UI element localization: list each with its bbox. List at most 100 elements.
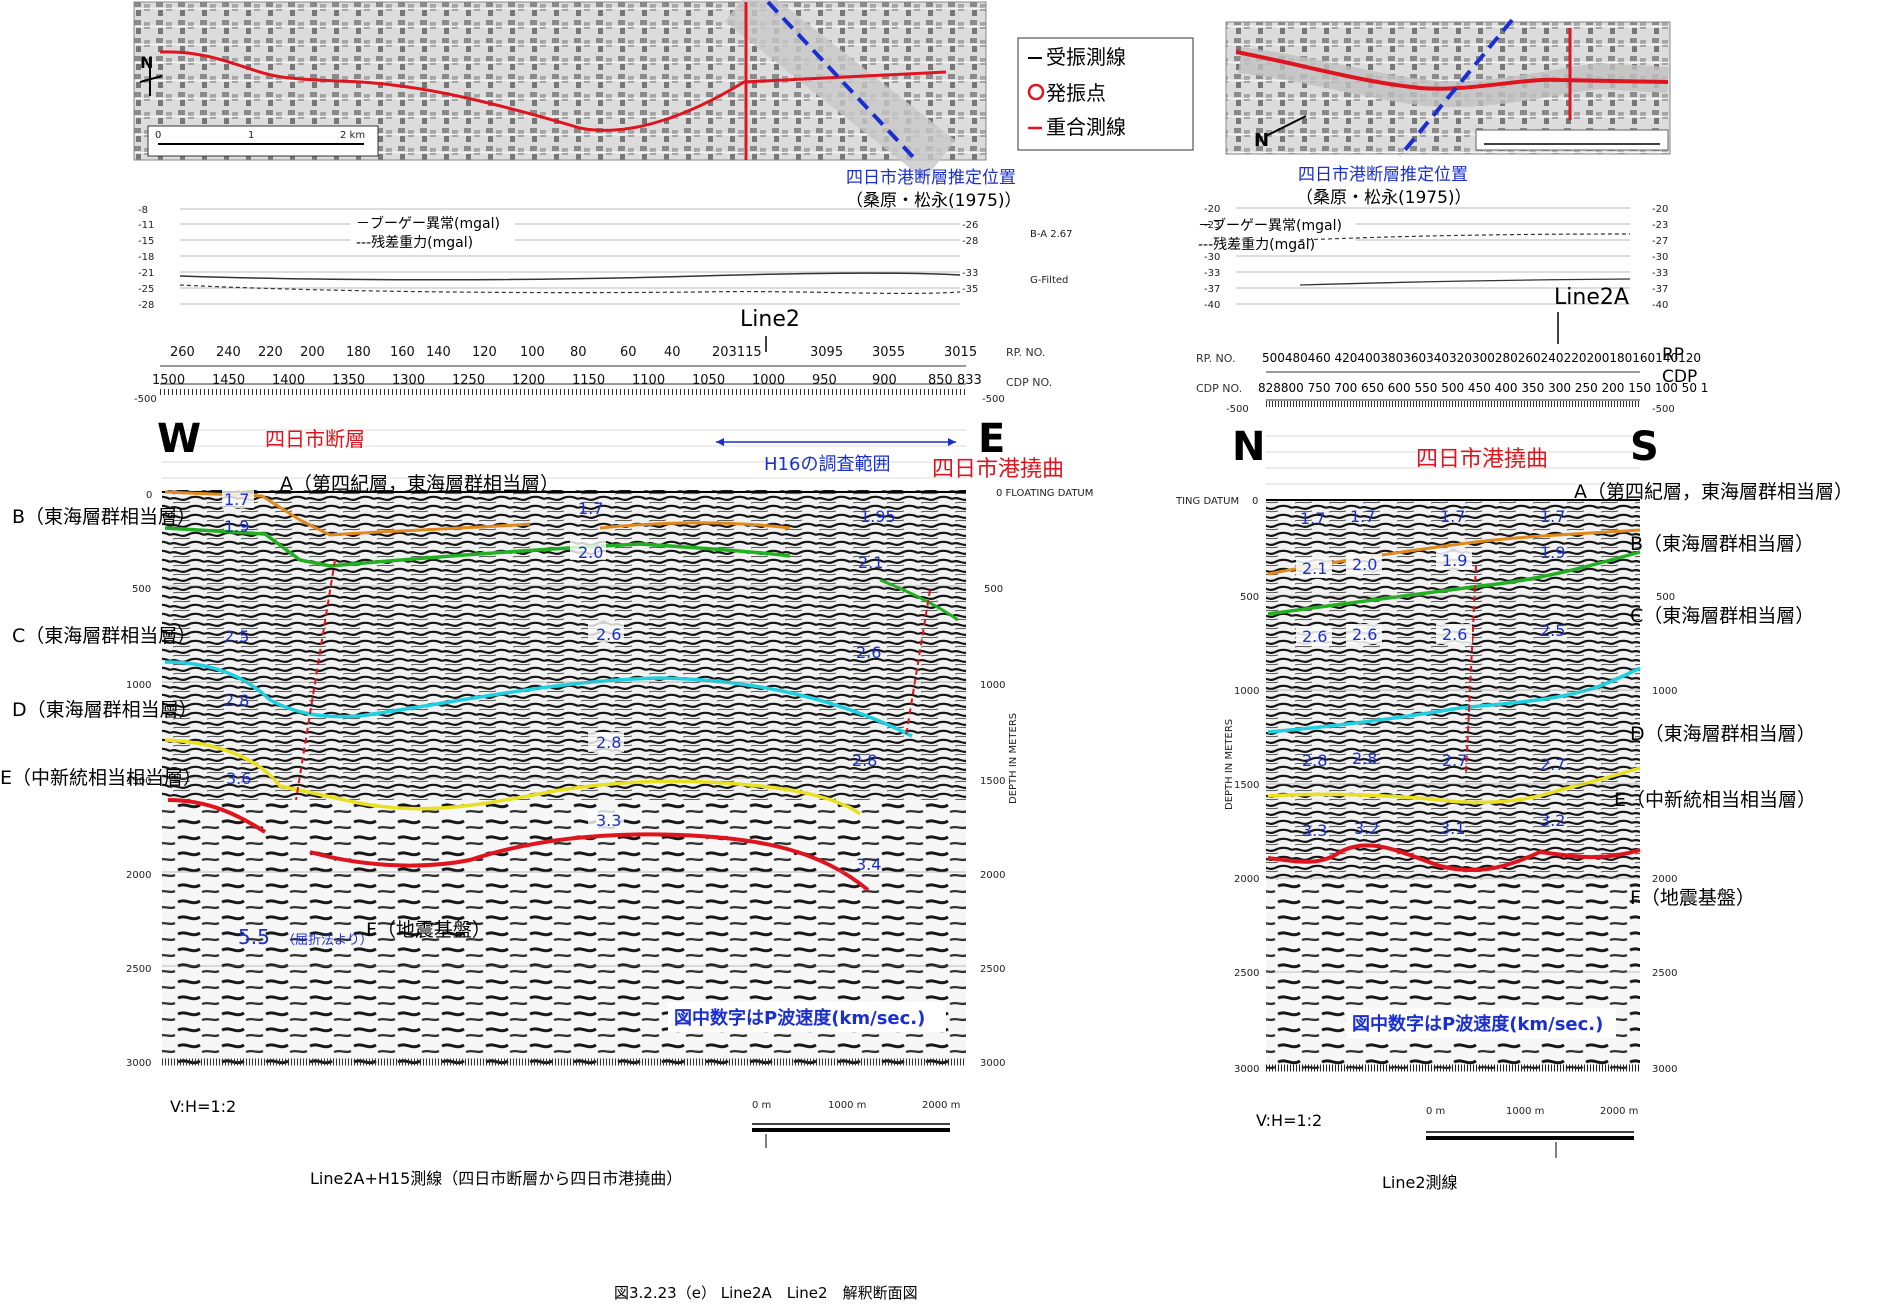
left-velocity: 2.0: [578, 543, 603, 562]
right-velocity: 2.8: [1352, 749, 1377, 768]
right-rp-cdp-axis: RP. NO. CDP NO. 500480460 42040038036034…: [1196, 345, 1708, 415]
left-depth-tick: 1500: [126, 776, 151, 787]
left-layer-C: C（東海層群相当層）: [12, 625, 196, 647]
left-rp-tick: 203115: [712, 345, 762, 360]
right-datum: TING DATUM: [1175, 496, 1239, 507]
left-scale-bar: V:H=1:2 0 m 1000 m 2000 m: [170, 1097, 960, 1148]
left-depth-tick-r: 2500: [980, 964, 1005, 975]
right-horizon-F: [1267, 843, 1641, 873]
right-scale-tick: 2000 m: [1600, 1106, 1638, 1117]
left-gravity-residual: ---残差重力(mgal): [356, 235, 473, 251]
right-depth-tick-r: 2500: [1652, 968, 1677, 979]
left-layer-F: F（地震基盤）: [366, 919, 491, 941]
left-seismic-section: [162, 416, 966, 1066]
left-caption: Line2A+H15測線（四日市断層から四日市港撓曲）: [310, 1169, 682, 1188]
left-velocity: 2.8: [596, 733, 621, 752]
right-velocity: 1.9: [1540, 543, 1565, 562]
right-scale-tick: 1000 m: [1506, 1106, 1544, 1117]
left-rp-tick: 3015: [944, 345, 977, 360]
left-velocity: 2.6: [856, 643, 881, 662]
left-rp-tick: 100: [520, 345, 545, 360]
svg-text:-40: -40: [1652, 300, 1668, 311]
right-velocity: 1.7: [1350, 507, 1375, 526]
svg-text:-28: -28: [962, 236, 978, 247]
right-velocity: 1.7: [1540, 507, 1565, 526]
left-gravity-bouguer: －ブーゲー異常(mgal): [356, 215, 500, 232]
svg-text:-26: -26: [962, 220, 978, 231]
left-horizon-E: [164, 738, 862, 816]
right-layer-E: E（中新統相当相当層）: [1614, 789, 1816, 811]
svg-text:-500: -500: [1652, 404, 1675, 415]
right-velocity: 2.0: [1352, 555, 1377, 574]
left-floating-datum: 0 FLOATING DATUM: [996, 488, 1093, 499]
right-depth-tick-r: 1000: [1652, 686, 1677, 697]
left-rp-tick: 260: [170, 345, 195, 360]
right-velocity: 2.6: [1442, 625, 1467, 644]
right-velocity: 2.5: [1540, 621, 1565, 640]
legend-stack: 重合測線: [1046, 115, 1126, 139]
right-layer-F: F（地震基盤）: [1630, 887, 1755, 909]
svg-text:2 km: 2 km: [340, 130, 365, 141]
left-velocity: 3.6: [226, 769, 251, 788]
left-depth-tick: 2500: [126, 964, 151, 975]
right-gravity-bouguer: －ブーゲー異常(mgal): [1198, 217, 1342, 234]
right-velocity: 2.8: [1302, 751, 1327, 770]
right-depth-tick: 0: [1252, 496, 1258, 507]
svg-text:-15: -15: [138, 236, 154, 247]
svg-text:-28: -28: [138, 300, 154, 311]
left-depth-tick-r: 1000: [980, 680, 1005, 691]
left-cdp-label: CDP NO.: [1006, 376, 1052, 389]
left-fault-pos-ref: （桑原・松永(1975)）: [846, 191, 1022, 211]
left-gravity-gf: G-Filted: [1030, 275, 1068, 286]
svg-text:-20: -20: [1204, 204, 1220, 215]
left-velocity: 1.7: [578, 499, 603, 518]
right-fault-pos-ref: （桑原・松永(1975)）: [1296, 188, 1472, 208]
right-line-label: Line2A: [1554, 285, 1629, 310]
left-gravity-profile: －ブーゲー異常(mgal) ---残差重力(mgal) -8-11-15-18 …: [138, 205, 1073, 311]
right-velocity: 3.2: [1354, 819, 1379, 838]
left-velocity: 5.5: [238, 925, 270, 949]
svg-text:N: N: [140, 53, 153, 72]
left-survey-range: H16の調査範囲: [764, 454, 890, 475]
left-cdp-tick: 1100: [632, 373, 665, 388]
left-rp-label: RP. NO.: [1006, 346, 1046, 359]
svg-text:-33: -33: [1652, 268, 1668, 279]
left-depth-axis: 0 500 1000 1500 2000 2500 3000 0 FLOATIN…: [126, 488, 1093, 1069]
svg-text:-33: -33: [1204, 268, 1220, 279]
legend-receiver: 受振測線: [1046, 45, 1126, 69]
right-rp-label: RP. NO.: [1196, 352, 1236, 365]
right-fault-pos-label: 四日市港断層推定位置: [1298, 165, 1468, 185]
left-flexure-name: 四日市港撓曲: [932, 457, 1064, 482]
right-velocity: 3.2: [1540, 811, 1565, 830]
right-horizon-C: [1267, 550, 1641, 616]
left-cdp-tick: 1150: [572, 373, 605, 388]
svg-text:-33: -33: [962, 268, 978, 279]
right-layer-B: B（東海層群相当層）: [1630, 533, 1814, 555]
left-velocity: 3.3: [596, 811, 621, 830]
right-velocity: 2.6: [1352, 625, 1377, 644]
left-cdp-tick: 1400: [272, 373, 305, 388]
left-cdp-tick: 950: [812, 373, 837, 388]
right-depth-tick: 500: [1240, 592, 1259, 603]
left-horizon-B: [164, 490, 531, 537]
left-rp-tick: 3055: [872, 345, 905, 360]
left-cdp-tick: 1000: [752, 373, 785, 388]
left-cdp-tick: 1350: [332, 373, 365, 388]
right-caption: Line2測線: [1382, 1173, 1458, 1192]
right-fault-estimate-line: [1398, 18, 1514, 158]
left-velocity: 2.1: [858, 553, 883, 572]
left-layer-D: D（東海層群相当層）: [12, 699, 198, 721]
left-location-map: 0 1 2 km N: [133, 0, 987, 180]
left-rp-tick: 180: [346, 345, 371, 360]
right-layer-C: C（東海層群相当層）: [1630, 605, 1814, 627]
left-fault-pos-label: 四日市港断層推定位置: [846, 168, 1016, 188]
left-depth-axis-label: DEPTH IN METERS: [1008, 713, 1019, 804]
right-gravity-profile: －ブーゲー異常(mgal) ---残差重力(mgal) -20 -23 -30 -33…: [1196, 204, 1668, 311]
left-rp-tick: 240: [216, 345, 241, 360]
left-rp-tick: 120: [472, 345, 497, 360]
right-scale-tick: 0 m: [1426, 1106, 1445, 1117]
svg-text:-23: -23: [1652, 220, 1668, 231]
right-depth-tick: 1500: [1234, 780, 1259, 791]
right-layer-D: D（東海層群相当層）: [1630, 723, 1816, 745]
left-dir-west: W: [157, 416, 201, 462]
